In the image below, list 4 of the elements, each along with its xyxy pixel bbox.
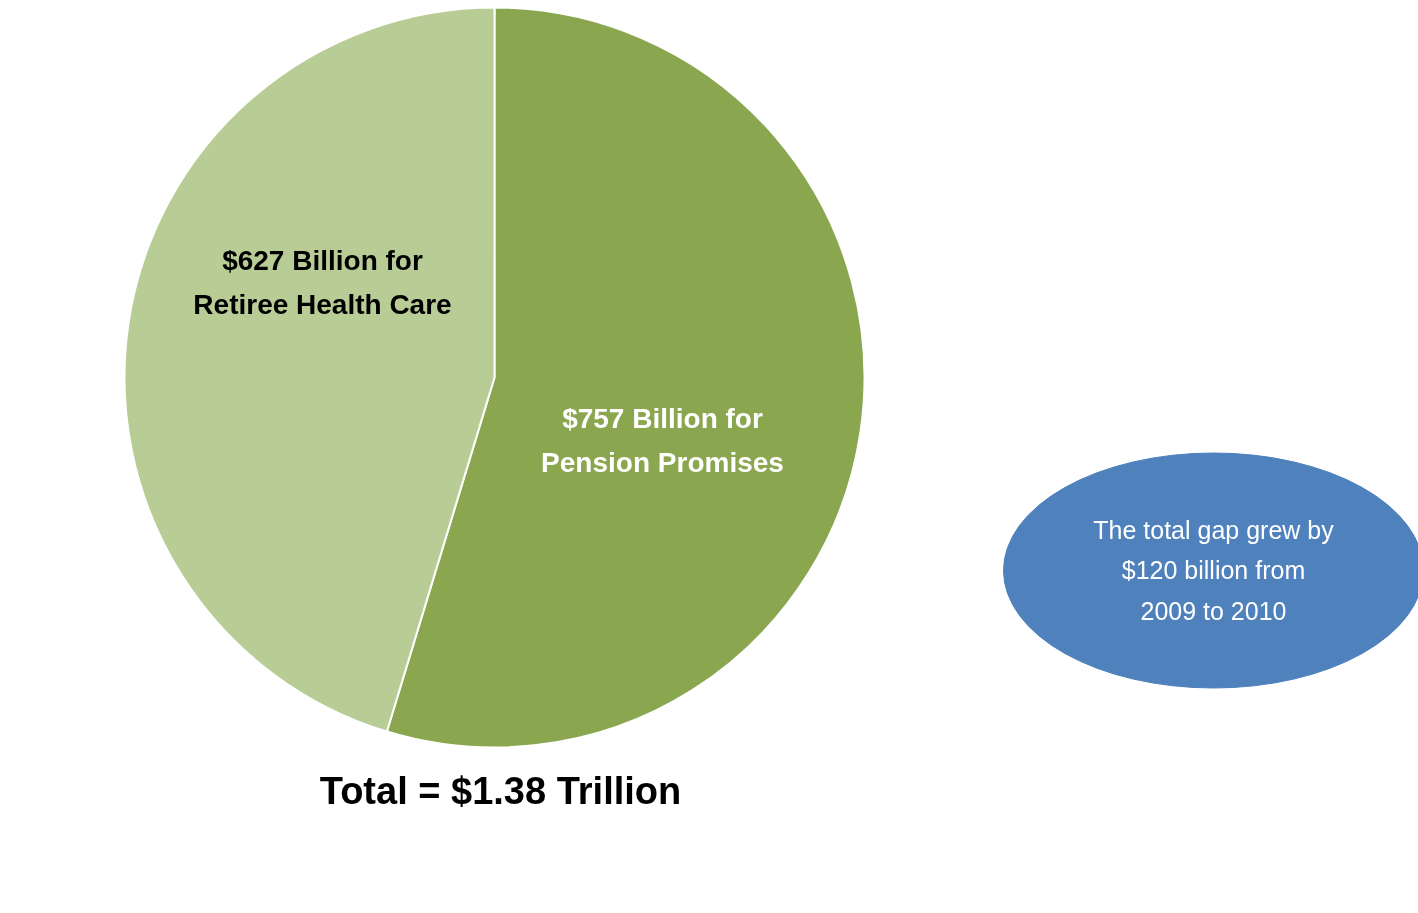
data-label: $757 Billion for Pension Promises — [541, 403, 784, 478]
data-label: $627 Billion for Retiree Health Care — [193, 245, 452, 320]
text: Total = $1.38 Trillion — [319, 769, 682, 812]
text: The total gap grew by $120 billion from 2009 to 2010 — [1093, 515, 1335, 626]
